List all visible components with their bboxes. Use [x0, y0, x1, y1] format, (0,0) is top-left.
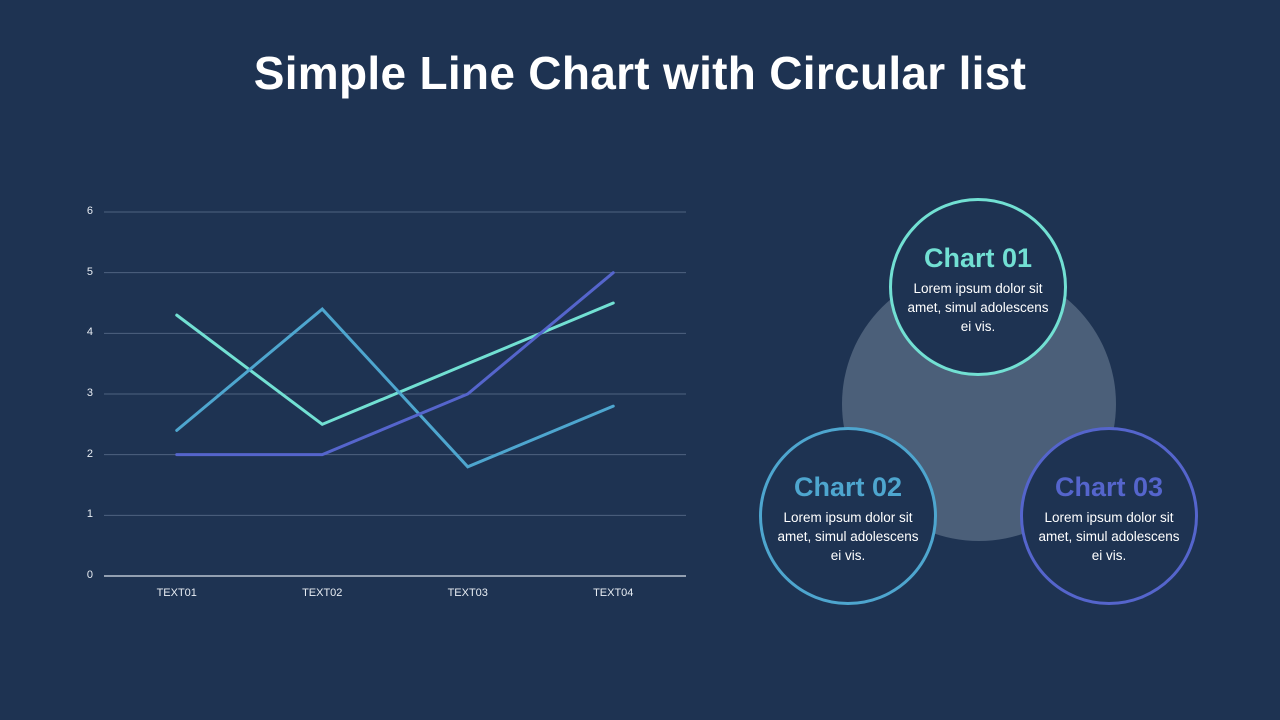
- circle-item-body: Lorem ipsum dolor sit amet, simul adoles…: [1038, 510, 1180, 563]
- series-line-1: [175, 301, 615, 427]
- y-tick-label: 1: [86, 508, 93, 521]
- series-line-3: [175, 271, 615, 457]
- page-title: Simple Line Chart with Circular list: [253, 47, 1027, 99]
- circle-item-chart-02: Chart 02 Lorem ipsum dolor sit amet, sim…: [759, 427, 937, 605]
- x-tick-label: TEXT03: [447, 587, 488, 599]
- circle-item-chart-01: Chart 01 Lorem ipsum dolor sit amet, sim…: [889, 198, 1067, 376]
- circle-item-chart-03: Chart 03 Lorem ipsum dolor sit amet, sim…: [1020, 427, 1198, 605]
- line-chart-plot: [104, 211, 686, 577]
- y-tick-label: 4: [86, 326, 93, 339]
- y-tick-label: 5: [86, 265, 93, 278]
- x-tick-label: TEXT02: [302, 587, 343, 599]
- y-tick-label: 2: [86, 447, 93, 460]
- circle-item-title: Chart 03: [1054, 472, 1164, 502]
- circle-item-title: Chart 02: [793, 472, 903, 502]
- circle-item-body: Lorem ipsum dolor sit amet, simul adoles…: [907, 281, 1049, 334]
- y-tick-label: 0: [86, 569, 93, 581]
- circle-item-body: Lorem ipsum dolor sit amet, simul adoles…: [777, 510, 919, 563]
- x-tick-label: TEXT01: [156, 587, 197, 599]
- line-chart: 0 1 2 3 4 5 6 TEXT01 TEXT02 TEXT03 TEXT04: [86, 205, 686, 599]
- circle-item-title: Chart 01: [923, 243, 1033, 273]
- y-tick-label: 6: [86, 205, 93, 217]
- y-tick-label: 3: [86, 387, 93, 399]
- x-tick-label: TEXT04: [593, 587, 634, 599]
- series-line-2: [175, 307, 615, 469]
